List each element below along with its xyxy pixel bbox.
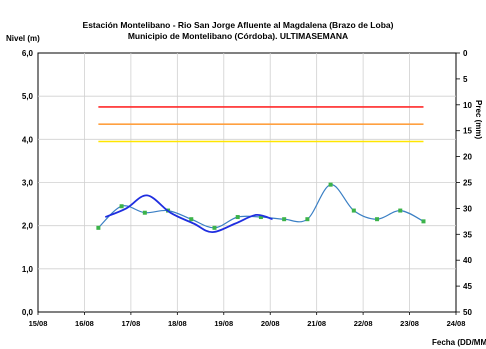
series-line [104, 194, 273, 234]
threshold-lines [98, 106, 424, 143]
x-tick-label: 22/08 [354, 319, 373, 328]
y2-axis-ticks: 0 5 10 15 20 25 30 35 40 45 50 [456, 49, 472, 317]
x-tick-label: 15/08 [29, 319, 48, 328]
data-point-marker [212, 225, 217, 230]
x-tick-label: 19/08 [214, 319, 233, 328]
x-tick-label: 24/08 [447, 319, 466, 328]
data-point-marker [421, 219, 426, 224]
y-tick-label: 3,0 [22, 179, 34, 188]
y2-tick-label: 40 [463, 256, 472, 265]
y2-tick-label: 30 [463, 204, 472, 213]
y2-tick-label: 45 [463, 282, 472, 291]
y2-tick-label: 25 [463, 179, 472, 188]
chart-title: Estación Montelibano - Rio San Jorge Afl… [83, 20, 394, 30]
y-tick-label: 5,0 [22, 92, 34, 101]
data-point-marker [328, 182, 333, 187]
x-tick-label: 21/08 [307, 319, 326, 328]
y2-tick-label: 0 [463, 49, 468, 58]
y-tick-label: 0,0 [22, 308, 34, 317]
y2-tick-label: 10 [463, 101, 472, 110]
x-tick-label: 18/08 [168, 319, 187, 328]
data-point-marker [282, 217, 287, 222]
data-point-marker [351, 208, 356, 213]
x-tick-label: 17/08 [121, 319, 140, 328]
x-tick-label: 20/08 [261, 319, 280, 328]
y-axis-ticks: 0,0 1,0 2,0 3,0 4,0 5,0 6,0 [22, 49, 34, 317]
x-axis-label: Fecha (DD/MM/AA) [432, 338, 486, 347]
y-tick-label: 4,0 [22, 135, 34, 144]
series [96, 182, 426, 234]
data-point-marker [258, 215, 263, 220]
data-point-marker [398, 208, 403, 213]
data-point-marker [305, 217, 310, 222]
y-tick-label: 2,0 [22, 222, 34, 231]
x-axis-ticks: 15/08 16/08 17/08 18/08 19/08 20/08 21/08 22/08… [29, 312, 466, 328]
x-tick-label: 23/08 [400, 319, 419, 328]
x-tick-label: 16/08 [75, 319, 94, 328]
y-axis-label: Nivel (m) [6, 34, 40, 43]
data-point-marker [375, 217, 380, 222]
y2-tick-label: 5 [463, 75, 468, 84]
data-point-marker [189, 217, 194, 222]
chart-subtitle: Municipio de Montelibano (Córdoba). ULTI… [128, 31, 348, 41]
y2-tick-label: 20 [463, 153, 472, 162]
y2-axis-label: Prec (mm) [474, 100, 483, 139]
y2-tick-label: 50 [463, 308, 472, 317]
gridlines [38, 53, 456, 312]
y2-tick-label: 35 [463, 230, 472, 239]
y2-tick-label: 15 [463, 127, 472, 136]
y-tick-label: 1,0 [22, 265, 34, 274]
data-point-marker [235, 215, 240, 220]
y-tick-label: 6,0 [22, 49, 34, 58]
data-point-marker [119, 204, 124, 209]
data-point-marker [96, 225, 101, 230]
data-point-marker [142, 210, 147, 215]
